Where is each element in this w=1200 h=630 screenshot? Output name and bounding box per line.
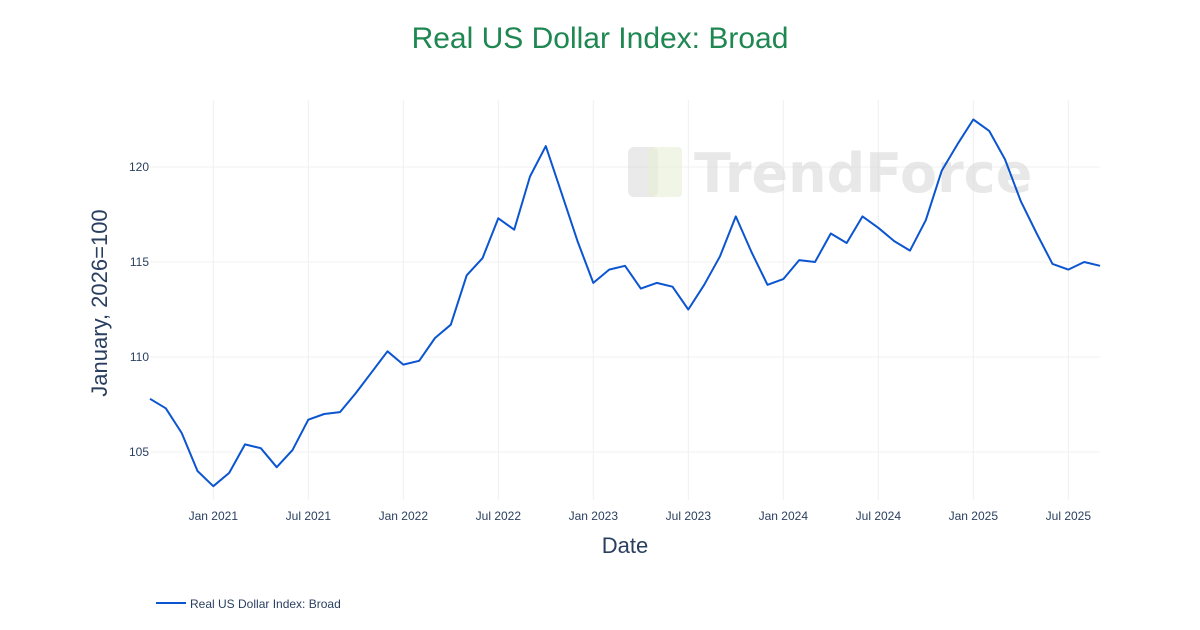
x-tick-label: Jul 2022: [476, 509, 522, 523]
x-tick-label: Jan 2024: [759, 509, 809, 523]
x-tick-label: Jul 2025: [1046, 509, 1092, 523]
x-axis-title: Date: [602, 533, 648, 558]
legend-label: Real US Dollar Index: Broad: [190, 597, 341, 611]
chart-title: Real US Dollar Index: Broad: [411, 22, 789, 55]
x-tick-label: Jan 2021: [189, 509, 239, 523]
watermark-logo-accent-icon: [648, 147, 682, 197]
y-axis-title: January, 2026=100: [87, 209, 112, 396]
y-tick-label: 115: [130, 255, 149, 269]
x-axis-ticks: Jan 2021 Jul 2021 Jan 2022 Jul 2022 Jan 2023…: [189, 509, 1092, 523]
legend[interactable]: Real US Dollar Index: Broad: [156, 597, 341, 611]
x-tick-label: Jan 2025: [949, 509, 999, 523]
x-tick-label: Jul 2021: [286, 509, 332, 523]
y-tick-label: 110: [130, 350, 149, 364]
x-tick-label: Jan 2022: [379, 509, 429, 523]
y-axis-ticks: 105 110 115 120: [129, 160, 149, 459]
x-tick-label: Jan 2023: [569, 509, 619, 523]
watermark-text: TrendForce: [694, 142, 1032, 205]
y-tick-label: 120: [129, 160, 149, 174]
trendforce-watermark: TrendForce: [628, 142, 1032, 205]
x-tick-label: Jul 2023: [666, 509, 712, 523]
x-tick-label: Jul 2024: [856, 509, 902, 523]
y-tick-label: 105: [129, 445, 149, 459]
series-line[interactable]: [149, 118, 1101, 488]
grid-lines: [150, 100, 1100, 500]
